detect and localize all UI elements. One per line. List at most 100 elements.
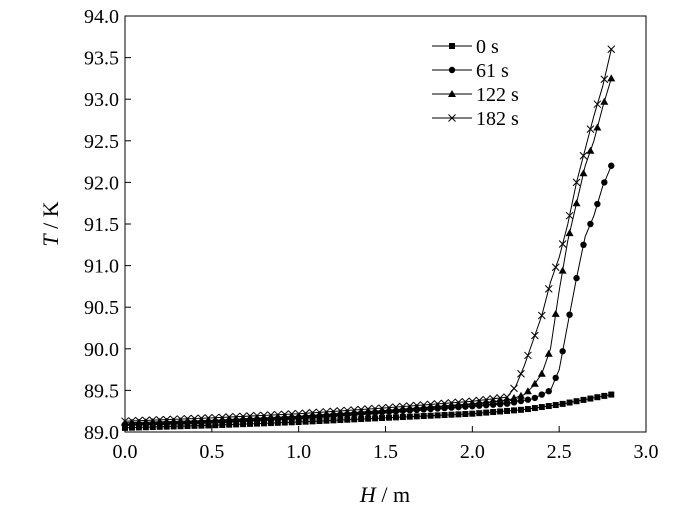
data-point [420,413,427,420]
data-point [558,240,567,248]
cross-stroke [433,400,442,408]
cross-stroke [517,369,525,378]
cross-stroke [510,384,518,393]
data-point [440,401,449,409]
data-point [447,398,456,407]
data-point [336,407,345,415]
data-point [413,413,420,420]
data-point [426,400,435,409]
cross-stroke [197,414,206,423]
data-point [523,387,532,395]
x-axis-var: H [359,482,377,507]
data-point [608,391,615,398]
data-point [364,405,372,413]
data-point [148,418,157,426]
data-point [267,420,274,427]
y-tick-label: 94.0 [84,6,119,28]
data-point [545,388,552,395]
data-point [511,407,518,414]
data-point [225,415,234,423]
cross-stroke [600,75,609,84]
series-line [124,49,612,422]
cross-stroke [524,351,532,360]
data-point [469,410,476,417]
data-point [503,396,512,404]
data-point [197,414,206,423]
cross-stroke [350,406,359,414]
data-point [593,123,602,131]
cross-stroke [162,415,171,424]
data-point [212,422,219,429]
data-point [551,309,560,317]
cross-stroke [496,394,504,402]
data-point [371,407,380,415]
y-tick-label: 92.5 [84,131,119,153]
data-point [162,417,171,425]
data-point [516,391,525,399]
data-point [330,417,337,424]
data-point [579,169,588,177]
cross-stroke [308,408,317,417]
cross-stroke [294,409,303,418]
data-point [343,408,352,416]
data-point [219,421,226,428]
data-point [183,417,192,425]
data-point [142,424,149,431]
data-point [482,395,491,404]
cross-stroke [544,285,553,293]
y-tick-label: 93.0 [84,89,119,111]
cross-stroke [586,125,595,134]
data-point [225,413,234,421]
data-point [280,412,289,420]
data-point [287,412,296,420]
data-point [434,412,441,419]
data-point [267,411,275,419]
cross-stroke [551,263,560,272]
data-point [184,423,191,430]
data-point [141,416,150,425]
cross-stroke [503,393,511,401]
data-point [329,407,338,416]
data-point [530,379,539,387]
data-point [531,405,538,412]
cross-stroke [267,411,275,419]
data-point [398,405,407,413]
data-point [198,422,205,429]
cross-stroke [190,414,199,423]
cross-stroke [392,403,400,411]
data-point [343,406,352,415]
data-point [545,403,552,410]
cross-stroke [607,45,616,54]
data-point [580,241,587,248]
data-point [357,407,366,415]
x-tick-label: 0.5 [199,441,224,463]
y-tick-label: 89.0 [84,422,119,444]
cross-stroke [280,410,289,419]
cross-stroke [246,412,254,420]
data-point [295,419,302,426]
data-point [350,406,359,414]
data-point [121,418,129,426]
data-point [496,397,505,405]
data-point [156,423,163,430]
data-point [344,416,351,423]
data-point [329,409,338,417]
data-point [524,351,532,360]
cross-stroke [482,395,491,404]
data-point [357,405,366,414]
data-point [149,424,156,431]
data-point [253,411,261,420]
y-tick-label: 92.0 [84,172,119,194]
data-point [301,409,310,418]
data-point [607,74,616,82]
data-point [412,401,421,410]
data-point [239,414,248,422]
data-point [128,417,136,425]
cross-stroke [405,402,414,410]
cross-stroke [357,405,366,414]
data-point [503,393,511,401]
cross-stroke [301,409,310,418]
data-point [280,410,289,419]
legend-label: 182 s [476,108,519,130]
cross-stroke [135,416,143,425]
